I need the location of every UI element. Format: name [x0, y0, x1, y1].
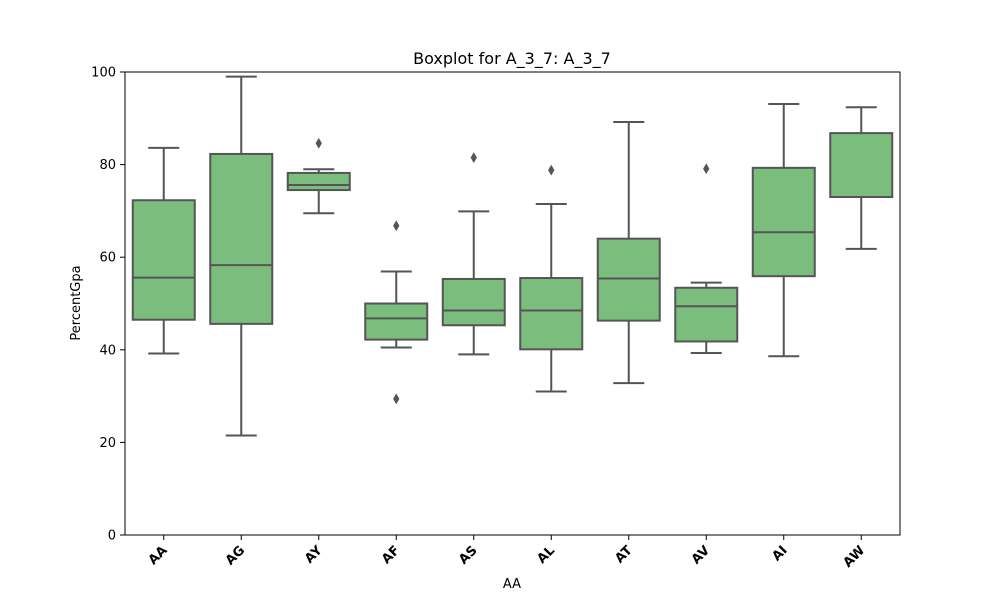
outlier-point	[393, 393, 400, 405]
y-tick-label: 40	[99, 343, 116, 358]
x-tick-label: AL	[534, 543, 558, 567]
y-tick-label: 20	[99, 436, 116, 451]
outlier-point	[548, 164, 555, 176]
box-ag	[209, 75, 274, 437]
x-tick-label: AV	[689, 543, 713, 567]
box-iqr	[596, 237, 661, 322]
box-iqr	[829, 132, 894, 199]
box-iqr	[674, 286, 739, 343]
box-ay	[286, 137, 351, 215]
box-iqr	[209, 152, 274, 325]
y-tick-label: 60	[99, 251, 116, 266]
plot-frame	[124, 71, 901, 536]
y-axis: 0 20 40 60 80 100	[91, 66, 125, 544]
plot-area	[124, 71, 901, 536]
x-tick-label: AT	[612, 543, 635, 566]
box-as	[441, 152, 506, 356]
box-iqr	[751, 166, 816, 278]
box-aw	[829, 106, 894, 250]
box-iqr	[131, 199, 196, 321]
x-tick-label: AA	[146, 543, 171, 568]
x-axis: AA AG AY AF AS AL AT AV AI AW	[146, 535, 868, 571]
box-al	[519, 164, 584, 393]
box-iqr	[286, 171, 351, 192]
y-tick-label: 100	[91, 66, 116, 81]
x-axis-label: AA	[503, 577, 521, 592]
box-af	[364, 220, 429, 405]
outlier-point	[393, 220, 400, 232]
x-tick-label: AW	[841, 543, 868, 570]
x-tick-label: AS	[456, 543, 480, 567]
box-iqr	[364, 302, 429, 341]
y-tick-label: 0	[108, 529, 116, 544]
outlier-point	[315, 137, 322, 149]
y-tick-label: 80	[99, 158, 116, 173]
box-ai	[751, 102, 816, 358]
x-tick-label: AF	[379, 543, 403, 567]
y-axis-label: PercentGpa	[69, 265, 84, 340]
x-tick-label: AI	[769, 543, 790, 564]
box-av	[674, 163, 739, 355]
box-iqr	[519, 277, 584, 351]
outlier-point	[470, 152, 477, 164]
box-at	[596, 121, 661, 385]
chart-title: Boxplot for A_3_7: A_3_7	[413, 49, 611, 69]
x-tick-label: AG	[223, 543, 248, 568]
box-aa	[131, 146, 196, 355]
x-tick-label: AY	[302, 543, 326, 567]
box-iqr	[441, 277, 506, 327]
outlier-point	[703, 163, 710, 175]
